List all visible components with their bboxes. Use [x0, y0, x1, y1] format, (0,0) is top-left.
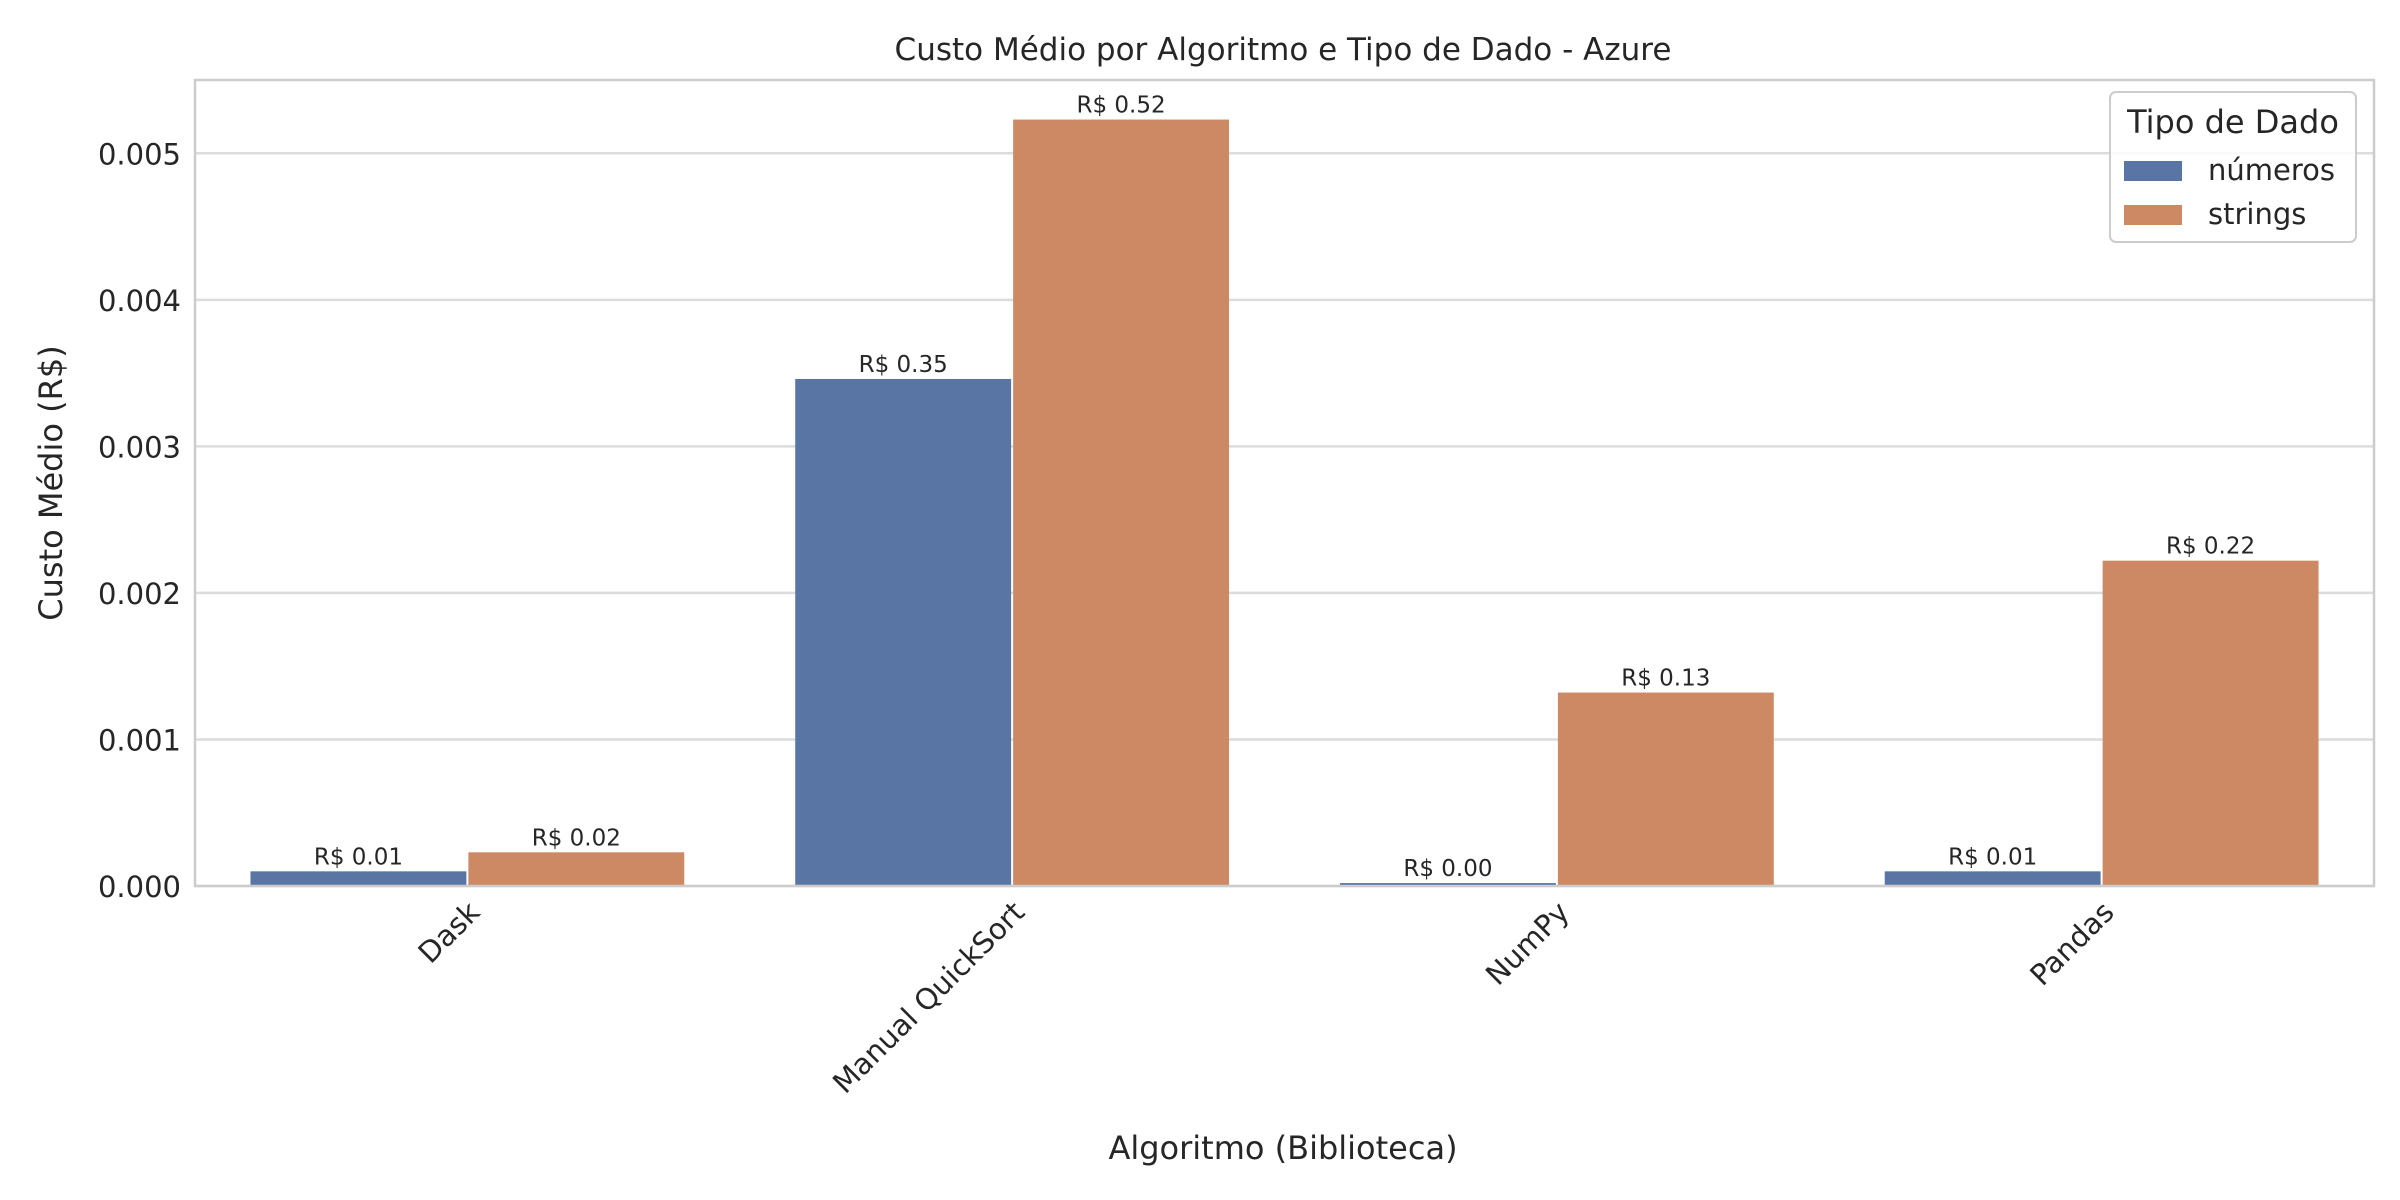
bar-value-label: R$ 0.35: [859, 352, 948, 378]
bar-value-label: R$ 0.22: [2166, 534, 2255, 560]
x-tick-label: Dask: [411, 895, 486, 970]
x-tick-label: Pandas: [2023, 895, 2120, 992]
y-tick-label: 0.005: [98, 137, 181, 171]
bar-strings: [1013, 119, 1230, 887]
bar-strings: [2102, 560, 2319, 886]
legend-swatch-strings: [2124, 205, 2182, 225]
plot-frame: [193, 78, 2376, 888]
data-labels: R$ 0.01 R$ 0.35 R$ 0.00 R$ 0.01 R$ 0.02 R$ 0.…: [314, 93, 2255, 883]
bar-numeros: [795, 378, 1012, 886]
grid-lines: [195, 152, 2374, 888]
y-tick-label: 0.003: [98, 430, 181, 464]
x-tick-labels: Dask Manual QuickSort NumPy Pandas: [411, 895, 2120, 1100]
legend-box: [2109, 91, 2357, 243]
bar-value-label: R$ 0.13: [1621, 666, 1710, 692]
y-tick-label: 0.000: [98, 870, 181, 904]
bar-value-label: R$ 0.01: [314, 844, 403, 870]
y-tick-labels: 0.000 0.001 0.002 0.003 0.004 0.005: [98, 137, 181, 904]
x-tick-label: NumPy: [1479, 895, 1576, 992]
y-axis-label: Custo Médio (R$): [32, 345, 70, 620]
y-tick-label: 0.002: [98, 577, 181, 611]
bar-strings: [1557, 692, 1774, 886]
legend-label-numeros: números: [2208, 153, 2335, 187]
legend-title: Tipo de Dado: [2126, 103, 2339, 141]
y-tick-label: 0.001: [98, 723, 181, 757]
bar-value-label: R$ 0.01: [1948, 844, 2037, 870]
x-tick-label: Manual QuickSort: [826, 895, 1031, 1100]
legend-swatch-numeros: [2124, 161, 2182, 181]
chart-title: Custo Médio por Algoritmo e Tipo de Dado…: [895, 32, 1672, 68]
bars: [250, 119, 2319, 887]
bar-numeros: [250, 871, 467, 886]
legend: Tipo de Dado números strings: [2109, 91, 2357, 243]
bar-numeros: [1884, 871, 2101, 886]
bar-value-label: R$ 0.00: [1403, 856, 1492, 882]
bar-value-label: R$ 0.52: [1077, 93, 1166, 119]
x-axis-label: Algoritmo (Biblioteca): [1108, 1129, 1457, 1167]
bar-value-label: R$ 0.02: [532, 825, 621, 851]
bar-strings: [468, 852, 685, 886]
y-tick-label: 0.004: [98, 284, 181, 318]
legend-label-strings: strings: [2208, 197, 2306, 231]
bar-numeros: [1339, 883, 1556, 886]
